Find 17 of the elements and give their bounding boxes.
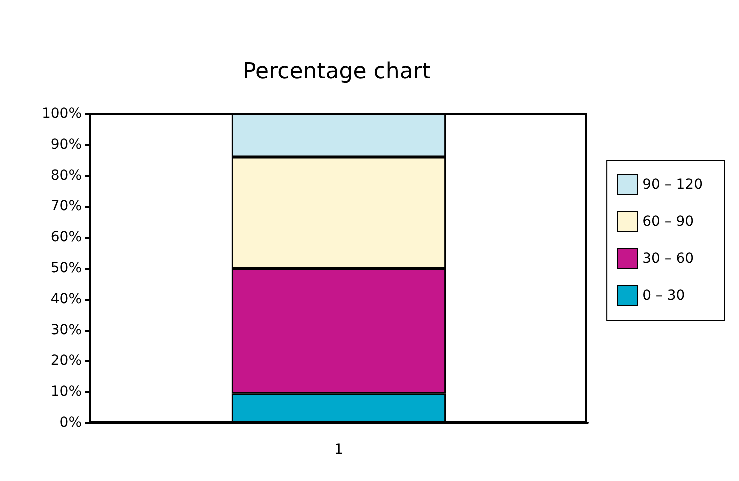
legend-label: 90 – 120 xyxy=(642,177,703,193)
chart-title: Percentage chart xyxy=(243,60,432,84)
x-tick-label: 1 xyxy=(334,442,344,458)
y-tick-label: 20% xyxy=(50,353,82,370)
y-tick-label: 40% xyxy=(50,291,82,308)
y-tick-label: 30% xyxy=(50,322,82,338)
y-tick-label: 100% xyxy=(42,106,82,122)
legend-label: 30 – 60 xyxy=(642,251,694,267)
y-tick-label: 90% xyxy=(50,136,82,153)
y-tick-label: 70% xyxy=(50,198,82,215)
y-tick-label: 10% xyxy=(50,384,82,400)
y-tick-label: 60% xyxy=(50,230,82,246)
y-tick-label: 80% xyxy=(50,168,82,184)
y-tick-label: 0% xyxy=(60,415,82,431)
legend-label: 0 – 30 xyxy=(642,288,686,304)
legend-label: 60 – 90 xyxy=(642,214,694,230)
y-tick-label: 50% xyxy=(50,260,82,276)
